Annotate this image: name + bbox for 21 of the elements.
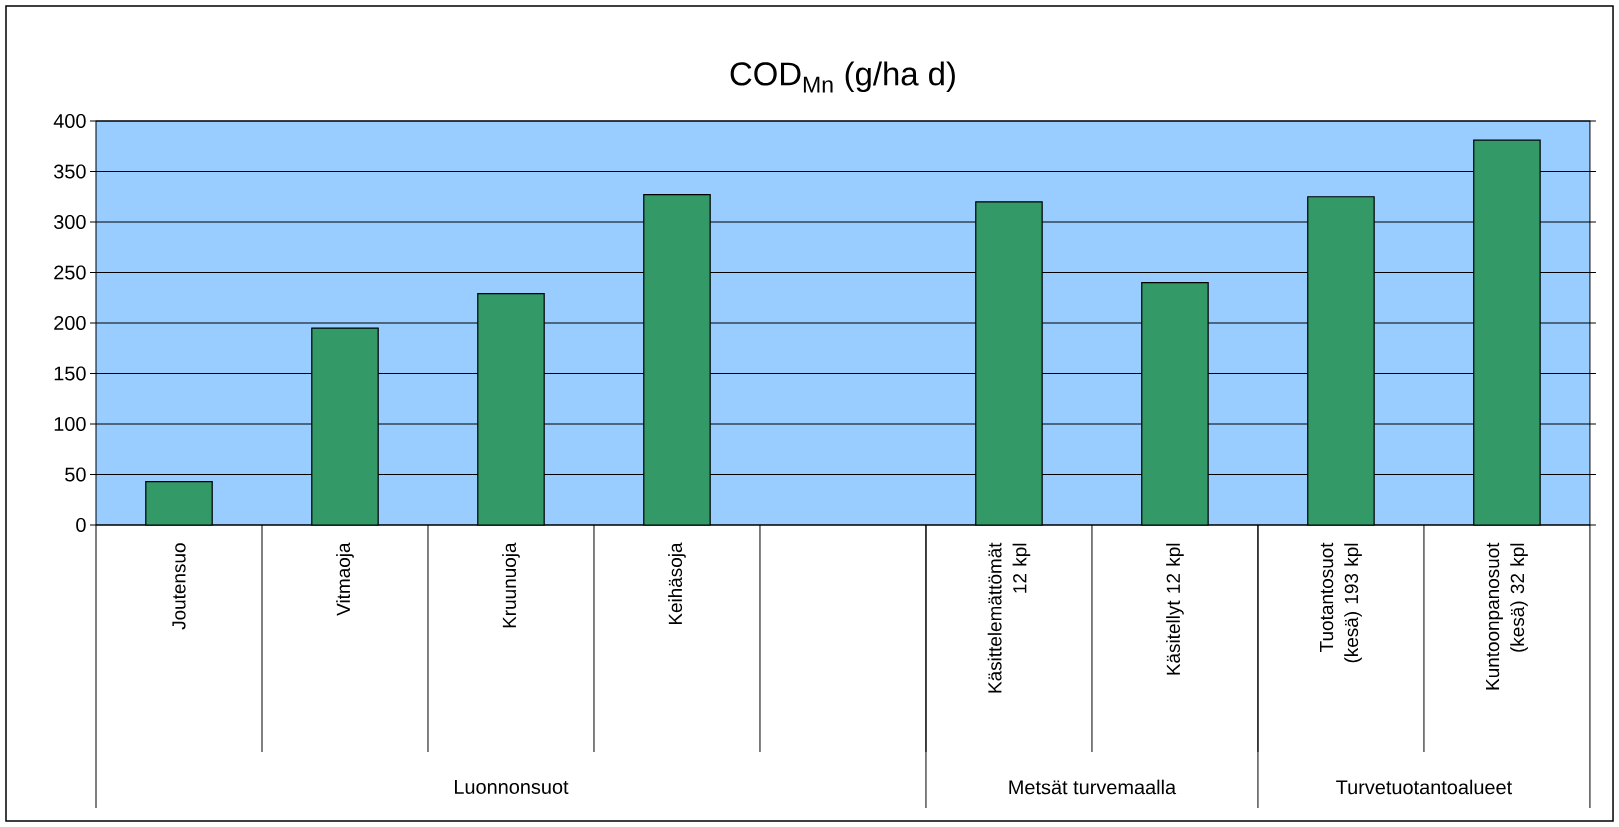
x-tick-label: Käsittelemättömät 12 kpl bbox=[987, 542, 1031, 693]
x-tick-label: Kruunuoja bbox=[502, 542, 520, 628]
text: Metsät turvemaalla bbox=[1009, 779, 1177, 795]
y-tick-label: 0 bbox=[76, 517, 86, 533]
y-tick-label: 300 bbox=[54, 214, 86, 230]
x-tick-label: Vitmaoja bbox=[336, 542, 354, 616]
x-tick-label: Keihäsoja bbox=[668, 542, 686, 625]
y-tick-label: 250 bbox=[54, 265, 86, 280]
y-tick-label: 150 bbox=[54, 366, 86, 381]
y-tick-label: 400 bbox=[53, 113, 86, 129]
text: Turvetuotantoalueet bbox=[1336, 779, 1513, 795]
y-tick-label: 350 bbox=[54, 164, 86, 179]
y-tick-label: 200 bbox=[54, 315, 86, 331]
y-tick-label: 50 bbox=[65, 467, 86, 482]
x-tick-label: Kuntoonpanosuot (kesä) 32 kpl bbox=[1486, 542, 1528, 690]
y-tick-label: 100 bbox=[54, 416, 86, 432]
x-tick-label: Joutensuo bbox=[172, 543, 186, 630]
chart-title: COD$_{Mn}$ (g/ha d) bbox=[730, 61, 955, 93]
x-tick-label: Tuotantosuot (kesä) 193 kpl bbox=[1320, 542, 1362, 663]
x-tick-label: Käsitellyt 12 kpl bbox=[1166, 543, 1184, 675]
text: Luonnonsuot bbox=[455, 780, 569, 794]
